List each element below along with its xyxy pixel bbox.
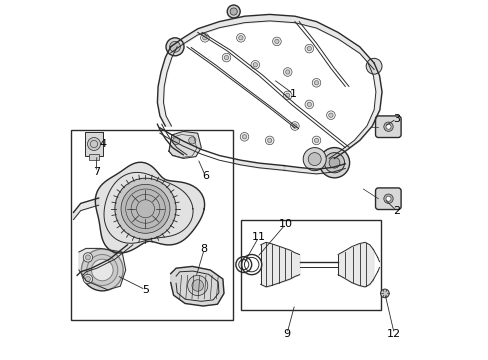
Circle shape: [314, 138, 318, 143]
Bar: [241, 220, 381, 310]
Circle shape: [326, 111, 335, 120]
Circle shape: [253, 63, 257, 67]
Circle shape: [222, 53, 230, 62]
Circle shape: [383, 122, 392, 131]
Circle shape: [311, 136, 320, 145]
Circle shape: [200, 33, 209, 42]
Circle shape: [83, 253, 92, 262]
Polygon shape: [168, 131, 201, 158]
Bar: [71, 130, 232, 320]
Circle shape: [285, 70, 289, 74]
Circle shape: [87, 138, 101, 150]
Circle shape: [188, 137, 196, 144]
Circle shape: [87, 255, 118, 285]
Circle shape: [242, 135, 246, 139]
Text: 5: 5: [142, 285, 149, 295]
Text: 12: 12: [386, 329, 401, 339]
Text: 9: 9: [283, 329, 290, 339]
Circle shape: [172, 138, 179, 145]
Circle shape: [305, 44, 313, 53]
Circle shape: [224, 55, 228, 60]
Circle shape: [192, 280, 203, 291]
Circle shape: [230, 8, 237, 15]
Circle shape: [306, 102, 311, 107]
Circle shape: [169, 41, 180, 52]
Text: 2: 2: [392, 206, 399, 216]
Circle shape: [314, 81, 318, 85]
Circle shape: [366, 58, 381, 74]
Polygon shape: [73, 198, 99, 220]
Circle shape: [303, 148, 325, 171]
Circle shape: [319, 148, 349, 178]
Circle shape: [81, 249, 123, 291]
Circle shape: [383, 194, 392, 203]
Circle shape: [311, 78, 320, 87]
FancyBboxPatch shape: [84, 132, 103, 156]
FancyBboxPatch shape: [375, 188, 400, 210]
Circle shape: [91, 259, 113, 281]
Circle shape: [324, 153, 344, 173]
Circle shape: [115, 178, 176, 239]
Circle shape: [240, 132, 248, 141]
Circle shape: [306, 46, 311, 51]
Circle shape: [187, 275, 207, 296]
Polygon shape: [79, 248, 125, 290]
Circle shape: [265, 136, 273, 145]
Polygon shape: [170, 266, 224, 306]
Circle shape: [380, 289, 388, 298]
Circle shape: [290, 122, 299, 130]
Text: 8: 8: [200, 244, 207, 255]
FancyBboxPatch shape: [375, 116, 400, 138]
Circle shape: [85, 255, 90, 260]
Circle shape: [292, 124, 296, 128]
Circle shape: [328, 157, 339, 168]
Circle shape: [166, 38, 183, 56]
Circle shape: [385, 196, 390, 201]
Circle shape: [285, 93, 289, 98]
Circle shape: [85, 276, 90, 282]
Text: 4: 4: [100, 139, 107, 149]
Circle shape: [227, 5, 240, 18]
Circle shape: [328, 113, 332, 117]
Circle shape: [203, 36, 206, 40]
Circle shape: [250, 60, 259, 69]
Text: 11: 11: [251, 232, 265, 242]
Circle shape: [238, 36, 243, 40]
Circle shape: [307, 153, 321, 166]
Circle shape: [305, 100, 313, 109]
Circle shape: [121, 184, 170, 233]
Circle shape: [83, 274, 92, 284]
Circle shape: [236, 33, 244, 42]
Text: 7: 7: [92, 167, 100, 177]
Text: 6: 6: [202, 171, 209, 181]
Text: 1: 1: [289, 89, 296, 99]
Polygon shape: [95, 162, 204, 253]
Circle shape: [274, 39, 279, 44]
Circle shape: [283, 68, 291, 76]
Circle shape: [272, 37, 281, 46]
Text: 10: 10: [278, 219, 292, 229]
Circle shape: [283, 91, 291, 100]
Bar: [89, 154, 99, 160]
Circle shape: [385, 124, 390, 129]
Text: 3: 3: [392, 114, 399, 124]
Circle shape: [267, 138, 271, 143]
